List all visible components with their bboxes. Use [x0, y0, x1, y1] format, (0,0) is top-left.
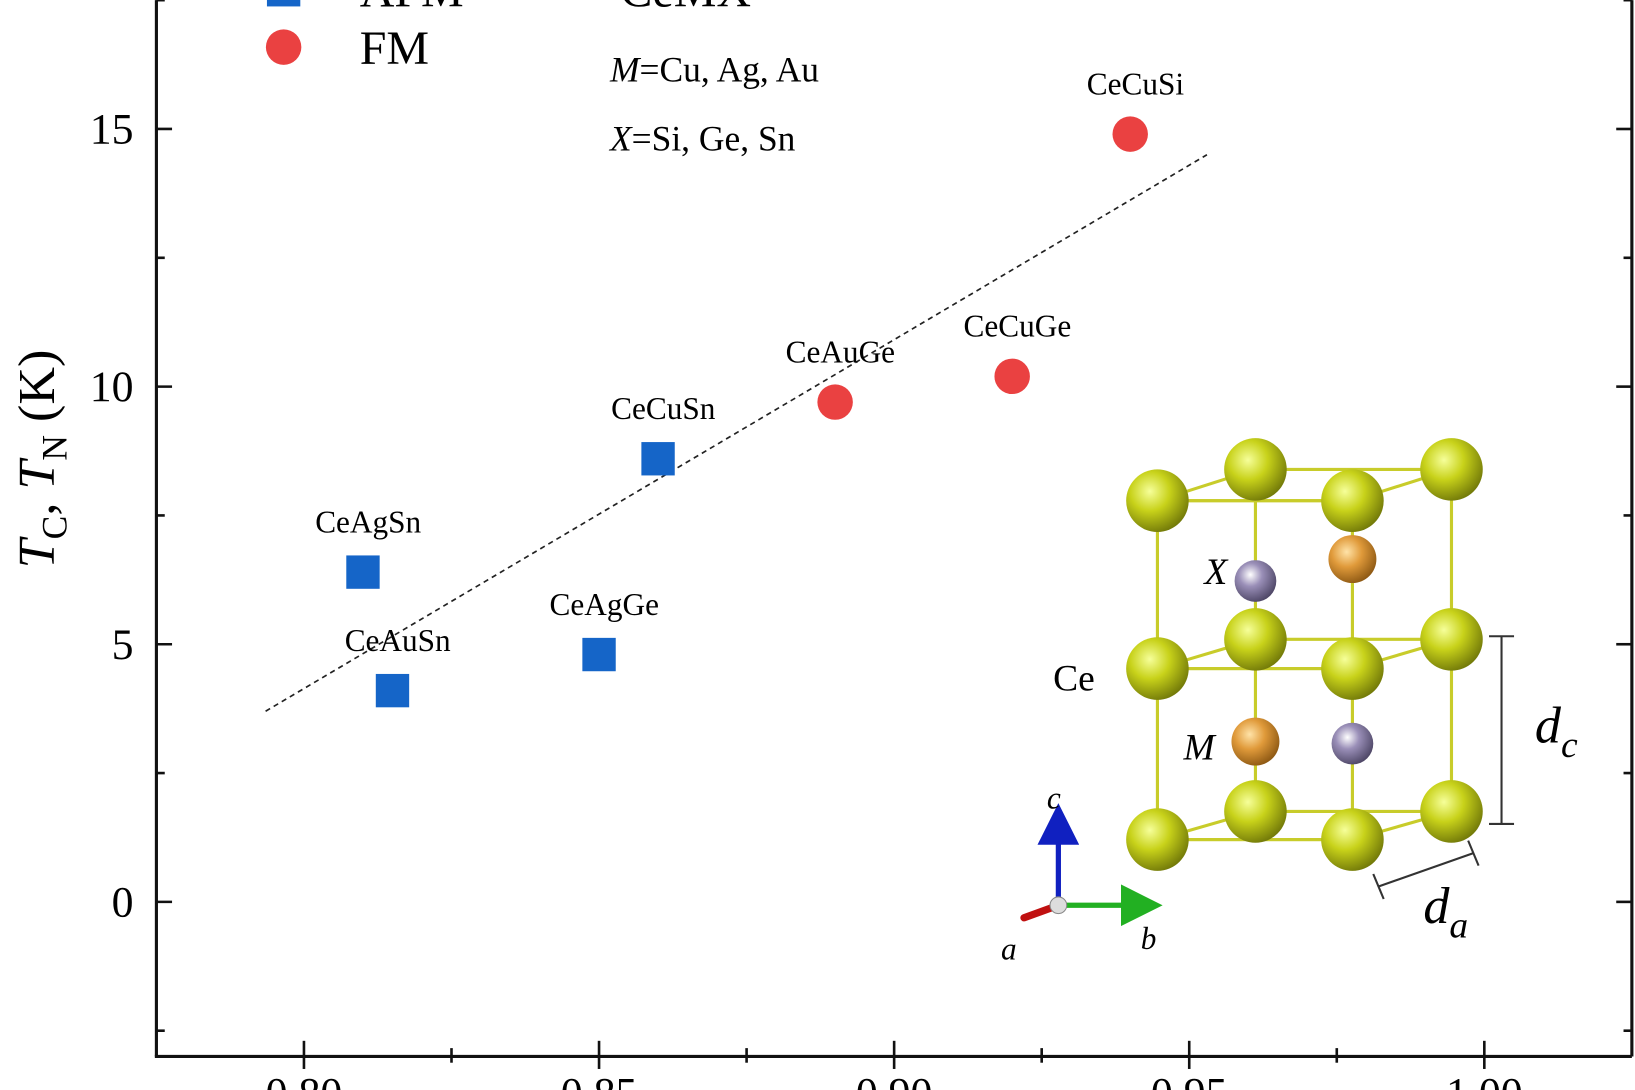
- inset-label: b: [1141, 921, 1157, 956]
- chart-title: CeMX: [620, 0, 751, 17]
- x-tick-label: 0.90: [856, 1070, 933, 1090]
- annotation: M=Cu, Ag, Au: [609, 50, 819, 90]
- legend-label: AFM: [360, 0, 464, 17]
- y-label-part: C: [35, 516, 75, 540]
- inset-label: da: [1423, 878, 1468, 947]
- x-tick-label: 0.80: [266, 1070, 343, 1090]
- x-tick-label: 0.95: [1151, 1070, 1228, 1090]
- x-tick-label: 1.00: [1446, 1070, 1523, 1090]
- inset-label-part: c: [1561, 725, 1578, 766]
- point-label: CeAgSn: [315, 504, 421, 539]
- point-label: CeCuSn: [611, 391, 716, 426]
- x-tick-label: 0.85: [561, 1070, 638, 1090]
- y-tick-label: 10: [90, 363, 134, 411]
- inset-label-part: d: [1535, 698, 1562, 755]
- annotation-text: =Si, Ge, Sn: [632, 118, 796, 158]
- legend-marker: [266, 0, 301, 7]
- data-point: [375, 673, 410, 708]
- y-tick-label: 0: [112, 878, 134, 926]
- data-point: [817, 384, 853, 420]
- point-label: CeAgGe: [550, 587, 659, 622]
- point-label: CeAuGe: [786, 334, 895, 369]
- y-label-part: N: [35, 435, 75, 461]
- y-label-part: T: [9, 457, 66, 490]
- inset-label: a: [1001, 931, 1017, 966]
- data-point: [994, 358, 1030, 395]
- inset-label-part: a: [1449, 906, 1468, 947]
- data-point: [582, 637, 616, 672]
- trend-line: [265, 154, 1208, 712]
- y-tick-label: 15: [90, 106, 134, 154]
- annotation: X=Si, Ge, Sn: [608, 118, 796, 158]
- inset-label: M: [1182, 727, 1216, 768]
- inset-label-part: d: [1423, 878, 1450, 935]
- inset-label: Ce: [1053, 658, 1095, 699]
- data-point: [641, 442, 675, 476]
- crystal-inset: [1020, 438, 1515, 927]
- y-label-part: T: [9, 535, 66, 568]
- point-label: CeCuSi: [1087, 67, 1185, 102]
- annotation-var: M: [609, 50, 642, 90]
- point-label: CeCuGe: [964, 309, 1072, 344]
- point-label: CeAuSn: [345, 623, 451, 658]
- data-point: [1112, 116, 1148, 152]
- y-axis-label: TC, TN (K): [9, 350, 75, 569]
- y-tick-label: 5: [112, 621, 134, 669]
- inset-label: c: [1047, 780, 1061, 815]
- annotation-var: X: [608, 118, 633, 158]
- y-label-part: (K): [9, 350, 66, 435]
- legend-label: FM: [360, 22, 429, 75]
- y-label-part: ,: [9, 490, 66, 516]
- inset-label: X: [1202, 552, 1229, 593]
- inset-label: dc: [1535, 698, 1578, 767]
- legend-marker: [265, 29, 302, 65]
- annotation-text: =Cu, Ag, Au: [640, 50, 820, 90]
- data-point: [346, 555, 380, 589]
